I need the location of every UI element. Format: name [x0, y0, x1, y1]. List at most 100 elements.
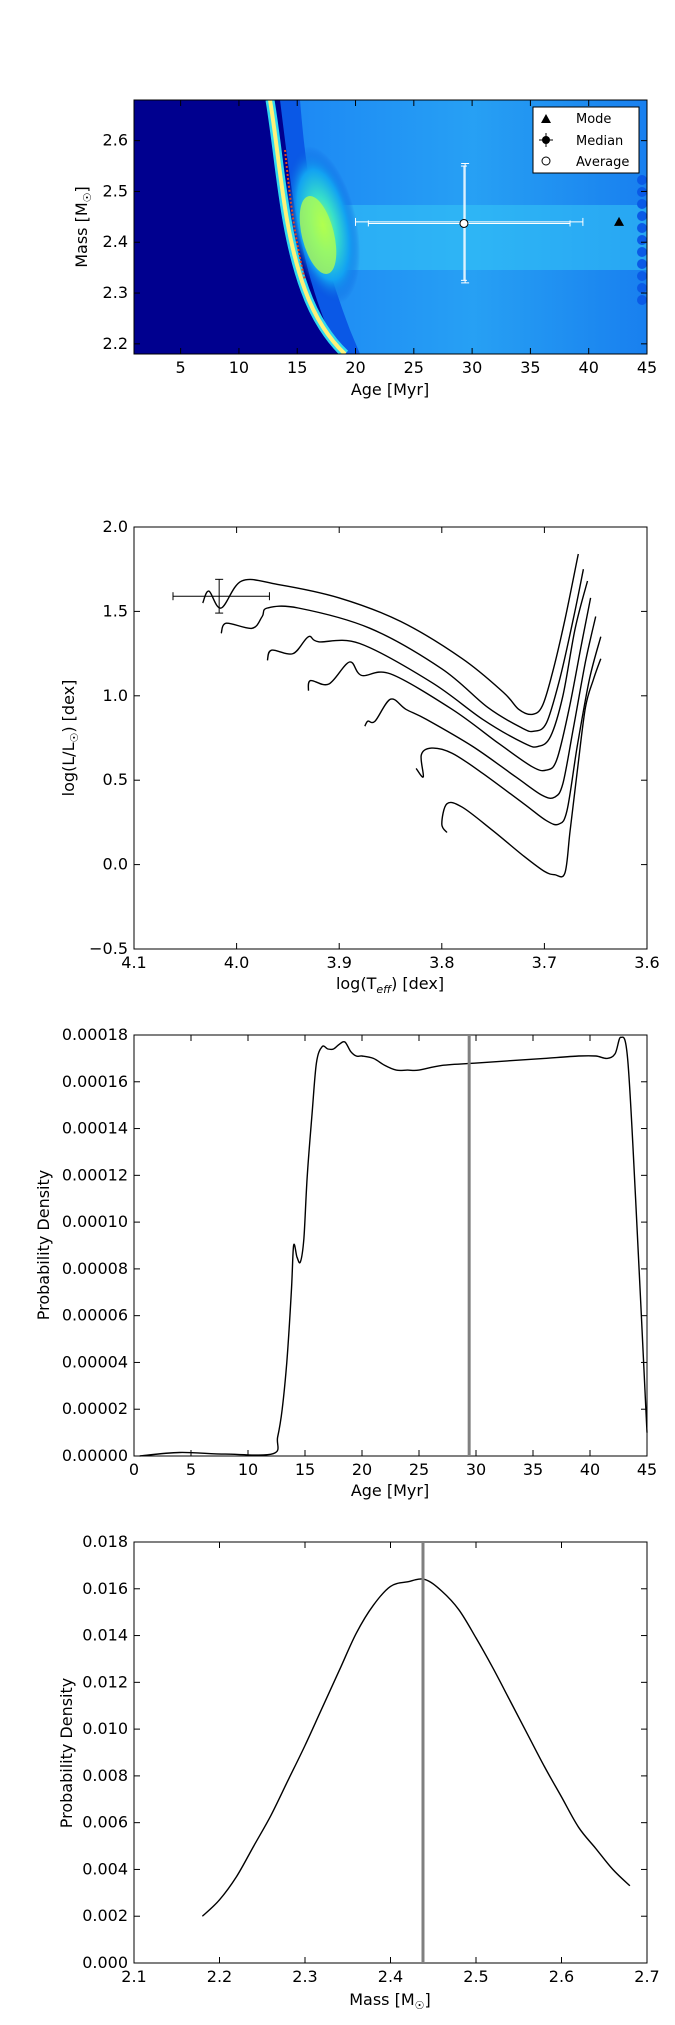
mass-pdf-xlabel: Mass [M☉] — [349, 1990, 431, 2012]
heatmap-xtick-label: 40 — [579, 358, 599, 377]
heatmap-scallop — [637, 295, 647, 305]
heatmap-ytick-label: 2.3 — [103, 283, 128, 302]
mass-pdf-panel: 2.1 2.2 2.3 2.4 2.5 2.6 2.7 0.000 0.002 0.004 0.00… — [57, 1532, 660, 2012]
age-pdf-ytick-label: 0.00014 — [62, 1119, 128, 1138]
mass-pdf-line — [201, 1578, 631, 1917]
heatmap-xtick-label: 35 — [520, 358, 540, 377]
age-pdf-ytick-label: 0.00000 — [62, 1446, 128, 1465]
mass-pdf-ytick-label: 0.016 — [82, 1579, 128, 1598]
heatmap-horizontal-band — [330, 205, 647, 270]
mass-pdf-frame — [133, 1541, 648, 1964]
mass-pdf-xtick-label: 2.6 — [549, 1967, 574, 1986]
mass-pdf-ytick-label: 0.018 — [82, 1532, 128, 1551]
isochrone-line — [202, 553, 579, 716]
age-pdf-xtick-label: 40 — [580, 1460, 600, 1479]
age-pdf-ytick-label: 0.00012 — [62, 1165, 128, 1184]
heatmap-scallop — [637, 259, 647, 269]
isochrone-line — [441, 658, 602, 878]
age-pdf-xtick-label: 0 — [129, 1460, 139, 1479]
age-pdf-ytick-label: 0.00008 — [62, 1259, 128, 1278]
age-pdf-ytick-label: 0.00006 — [62, 1306, 128, 1325]
hr-xtick-label: 4.1 — [121, 953, 146, 972]
heatmap-legend: Mode Median Average — [532, 106, 640, 174]
mass-pdf-ytick-label: 0.014 — [82, 1626, 128, 1645]
age-pdf-xtick-label: 35 — [523, 1460, 543, 1479]
age-pdf-line — [139, 1036, 648, 1457]
heatmap-peak — [299, 195, 337, 275]
age-pdf-ytick-label: 0.00016 — [62, 1072, 128, 1091]
age-pdf-xtick-label: 25 — [409, 1460, 429, 1479]
heatmap-edge-scallops — [637, 175, 647, 305]
age-pdf-xlabel: Age [Myr] — [351, 1481, 429, 1500]
legend-entry-mode: Mode — [576, 112, 611, 127]
mass-pdf-xtick-label: 2.7 — [634, 1967, 659, 1986]
isochrone-line — [364, 616, 597, 799]
heatmap-xtick-label: 20 — [345, 358, 365, 377]
mass-pdf-ytick-label: 0.006 — [82, 1813, 128, 1832]
heatmap-xlabel: Age [Myr] — [351, 380, 429, 399]
heatmap-scallop — [637, 199, 647, 209]
average-marker — [459, 218, 469, 228]
heatmap-xtick-label: 30 — [462, 358, 482, 377]
heatmap-xtick-label: 5 — [176, 358, 186, 377]
mass-pdf-ylabel: Probability Density — [57, 1678, 76, 1829]
legend-average-circle-icon — [541, 156, 551, 166]
legend-mode-triangle-icon — [541, 114, 551, 123]
hr-ytick-label: 0.0 — [103, 855, 128, 874]
mass-pdf-xtick-label: 2.1 — [121, 1967, 146, 1986]
heatmap-ridge-core — [284, 149, 306, 281]
heatmap-ylabel: Mass [M☉] — [72, 186, 94, 268]
age-pdf-xtick-label: 5 — [186, 1460, 196, 1479]
hr-xtick-label: 3.8 — [429, 953, 454, 972]
heatmap-scallop — [637, 187, 647, 197]
heatmap-scallop — [637, 223, 647, 233]
hr-frame — [133, 526, 648, 950]
mass-pdf-ytick-label: 0.004 — [82, 1859, 128, 1878]
hr-xtick-label: 3.7 — [532, 953, 557, 972]
heatmap-scallop — [637, 175, 647, 185]
legend-entry-median: Median — [576, 134, 623, 149]
heatmap-ytick-label: 2.2 — [103, 334, 128, 353]
hr-ytick-label: −0.5 — [89, 939, 128, 958]
heatmap-xtick-label: 45 — [637, 358, 657, 377]
legend-entry-average: Average — [576, 155, 629, 170]
age-mass-heatmap-panel: 5 10 15 20 25 30 35 40 45 2.2 2.3 2.4 2.5 2.6 Mode Me… — [72, 99, 657, 399]
hr-ytick-label: 1.0 — [103, 686, 128, 705]
heatmap-ytick-label: 2.6 — [103, 131, 128, 150]
hr-xtick-label: 3.9 — [326, 953, 351, 972]
age-pdf-xtick-label: 45 — [637, 1460, 657, 1479]
hr-xlabel: log(Teff) [dex] — [336, 974, 444, 996]
heatmap-xtick-label: 10 — [229, 358, 249, 377]
hr-xtick-label: 3.6 — [634, 953, 659, 972]
age-pdf-xtick-label: 10 — [238, 1460, 258, 1479]
mass-pdf-ytick-label: 0.012 — [82, 1672, 128, 1691]
heatmap-ytick-label: 2.4 — [103, 232, 128, 251]
mass-pdf-ytick-label: 0.002 — [82, 1906, 128, 1925]
age-pdf-xtick-label: 20 — [352, 1460, 372, 1479]
heatmap-scallop — [637, 235, 647, 245]
isochrone-line — [415, 636, 602, 826]
hr-xtick-label: 4.0 — [224, 953, 249, 972]
isochrone-line — [266, 580, 589, 748]
heatmap-scallop — [637, 283, 647, 293]
age-pdf-ytick-label: 0.00018 — [62, 1025, 128, 1044]
hr-ylabel: log(L/L☉) [dex] — [59, 680, 81, 797]
legend-median-dot-icon — [542, 136, 550, 144]
mass-pdf-ytick-label: 0.000 — [82, 1953, 128, 1972]
heatmap-ytick-label: 2.5 — [103, 181, 128, 200]
heatmap-scallop — [637, 271, 647, 281]
heatmap-scallop — [637, 247, 647, 257]
isochrone-line — [307, 597, 592, 772]
mass-pdf-xtick-label: 2.5 — [463, 1967, 488, 1986]
mass-pdf-xtick-label: 2.2 — [207, 1967, 232, 1986]
mode-marker — [614, 216, 625, 226]
isochrone-line — [220, 569, 585, 733]
age-pdf-ytick-label: 0.00002 — [62, 1399, 128, 1418]
hr-ytick-label: 1.5 — [103, 601, 128, 620]
age-pdf-ytick-label: 0.00010 — [62, 1212, 128, 1231]
age-pdf-xtick-label: 30 — [466, 1460, 486, 1479]
heatmap-scallop — [637, 211, 647, 221]
age-pdf-ylabel: Probability Density — [34, 1170, 53, 1321]
mass-pdf-ytick-label: 0.008 — [82, 1766, 128, 1785]
mass-pdf-xtick-label: 2.3 — [292, 1967, 317, 1986]
